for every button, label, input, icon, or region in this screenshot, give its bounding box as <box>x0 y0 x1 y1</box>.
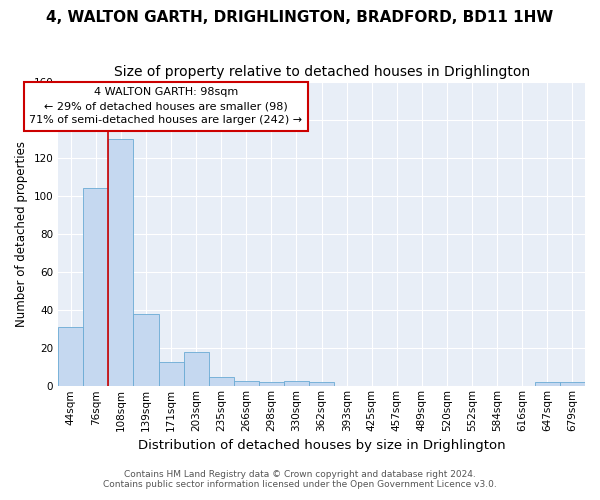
Title: Size of property relative to detached houses in Drighlington: Size of property relative to detached ho… <box>113 65 530 79</box>
Text: 4 WALTON GARTH: 98sqm
← 29% of detached houses are smaller (98)
71% of semi-deta: 4 WALTON GARTH: 98sqm ← 29% of detached … <box>29 88 302 126</box>
Bar <box>58 327 83 386</box>
Bar <box>234 380 259 386</box>
Bar <box>184 352 209 386</box>
Bar <box>284 380 309 386</box>
Text: Contains HM Land Registry data © Crown copyright and database right 2024.: Contains HM Land Registry data © Crown c… <box>124 470 476 479</box>
Bar <box>109 138 133 386</box>
Bar <box>309 382 334 386</box>
Y-axis label: Number of detached properties: Number of detached properties <box>15 141 28 327</box>
Bar <box>259 382 284 386</box>
Bar <box>209 376 234 386</box>
Bar <box>133 314 158 386</box>
Text: Contains public sector information licensed under the Open Government Licence v3: Contains public sector information licen… <box>103 480 497 489</box>
Text: 4, WALTON GARTH, DRIGHLINGTON, BRADFORD, BD11 1HW: 4, WALTON GARTH, DRIGHLINGTON, BRADFORD,… <box>46 10 554 25</box>
Bar <box>83 188 109 386</box>
Bar <box>535 382 560 386</box>
Bar <box>158 362 184 386</box>
Bar <box>560 382 585 386</box>
X-axis label: Distribution of detached houses by size in Drighlington: Distribution of detached houses by size … <box>138 440 505 452</box>
